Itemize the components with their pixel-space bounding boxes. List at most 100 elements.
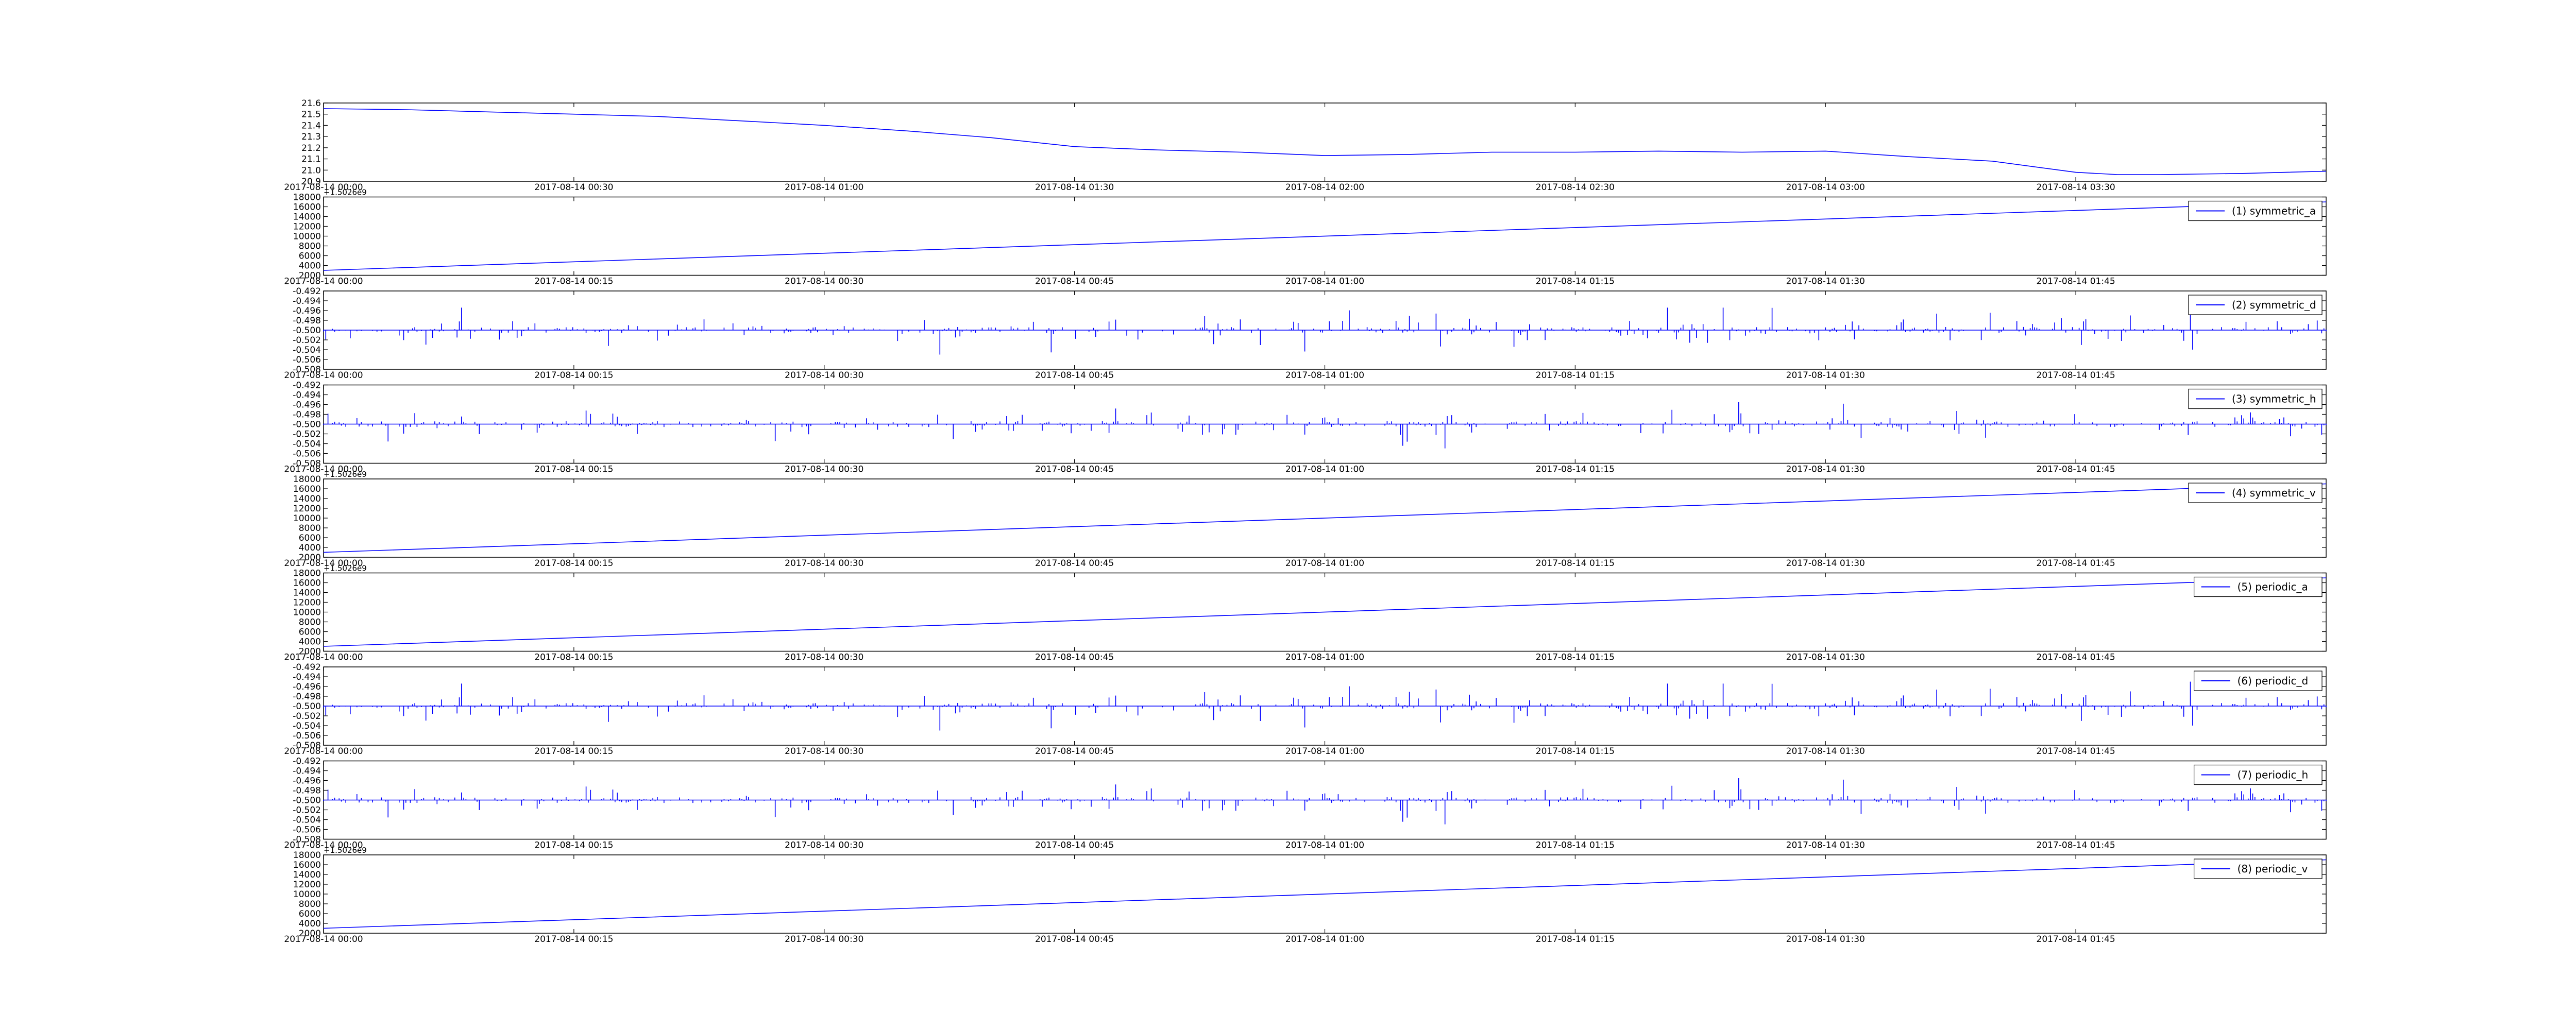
y-tick-label: 2000 [299,929,321,939]
x-tick-label: 2017-08-14 03:30 [2037,182,2115,193]
x-tick-label: 2017-08-14 00:45 [1035,653,1114,663]
y-tick-label: 16000 [293,484,321,494]
subplot-5: 2000400060008000100001200014000160001800… [284,470,2327,569]
legend: (6) periodic_d [2194,671,2323,691]
x-tick-label: 2017-08-14 01:30 [1786,934,1865,945]
y-tick-label: -0.492 [293,286,321,297]
y-tick-label: 6000 [299,533,321,543]
x-tick-label: 2017-08-14 00:15 [534,653,613,663]
series-line [323,108,2327,175]
x-tick-label: 2017-08-14 00:30 [534,182,613,193]
subplot-3: -0.508-0.506-0.504-0.502-0.500-0.498-0.4… [284,286,2327,381]
x-tick-label: 2017-08-14 02:00 [1285,182,1364,193]
y-tick-label: -0.506 [293,731,321,741]
x-tick-label: 2017-08-14 00:45 [1035,370,1114,381]
legend: (4) symmetric_v [2188,483,2323,503]
x-tick-label: 2017-08-14 01:00 [1285,653,1364,663]
y-tick-label: -0.494 [293,672,321,682]
y-tick-label: 14000 [293,588,321,598]
series-line-5-periodic-a [323,577,2327,647]
y-tick-label: -0.504 [293,721,321,731]
x-tick-label: 2017-08-14 01:45 [2037,277,2115,287]
y-tick-label: -0.504 [293,815,321,826]
y-offset-label: +1.5026e9 [324,846,367,855]
y-tick-label: -0.506 [293,449,321,459]
x-tick-label: 2017-08-14 00:15 [534,465,613,475]
x-tick-label: 2017-08-14 00:30 [785,277,863,287]
legend: (7) periodic_h [2194,764,2323,785]
x-tick-label: 2017-08-14 01:00 [1285,746,1364,757]
x-tick-label: 2017-08-14 01:15 [1536,465,1615,475]
y-offset-label: +1.5026e9 [324,470,367,479]
legend: (2) symmetric_d [2188,295,2323,315]
x-tick-label: 2017-08-14 00:00 [284,277,363,287]
y-tick-label: 8000 [299,242,321,252]
x-tick-label: 2017-08-14 00:15 [534,746,613,757]
y-tick-label: 8000 [299,523,321,534]
x-tick-label: 2017-08-14 01:15 [1536,653,1615,663]
y-tick-label: 6000 [299,251,321,262]
y-tick-label: 8000 [299,899,321,909]
y-tick-label: -0.498 [293,786,321,796]
x-tick-label: 2017-08-14 00:45 [1035,558,1114,569]
subplot-stack: 20.921.021.121.221.321.421.521.6 2017-08-… [284,98,2327,945]
series-line-1-symmetric-a [323,201,2327,271]
x-tick-label: 2017-08-14 00:00 [284,653,363,663]
y-tick-label: -0.502 [293,335,321,346]
x-tick-label: 2017-08-14 01:30 [1786,840,1865,851]
y-tick-label: 4000 [299,261,321,271]
series-line-7-periodic-h [323,778,2327,825]
y-tick-label: 21.1 [301,154,321,165]
y-tick-label: -0.498 [293,316,321,326]
y-offset-label: +1.5026e9 [324,188,367,197]
series-line-3-symmetric-h [323,402,2327,449]
x-tick-label: 2017-08-14 01:30 [1786,370,1865,381]
y-tick-label: 21.6 [301,98,321,109]
x-tick-label: 2017-08-14 01:30 [1786,746,1865,757]
legend: (8) periodic_v [2194,859,2323,879]
legend: (5) periodic_a [2194,576,2323,597]
x-tick-label: 2017-08-14 01:15 [1536,746,1615,757]
x-tick-label: 2017-08-14 01:00 [1285,370,1364,381]
x-tick-label: 2017-08-14 01:00 [1285,277,1364,287]
x-tick-label: 2017-08-14 00:30 [785,558,863,569]
y-tick-label: -0.508 [293,459,321,469]
legend-label: (1) symmetric_a [2232,205,2316,217]
y-tick-label: -0.498 [293,692,321,702]
y-tick-label: 16000 [293,860,321,870]
legend-label: (5) periodic_a [2238,581,2308,593]
y-tick-label: -0.496 [293,306,321,316]
y-tick-label: -0.500 [293,420,321,430]
y-tick-label: 10000 [293,889,321,900]
subplot-2: 2000400060008000100001200014000160001800… [284,188,2327,287]
x-tick-label: 2017-08-14 00:45 [1035,277,1114,287]
x-tick-label: 2017-08-14 01:15 [1536,558,1615,569]
y-tick-label: -0.494 [293,766,321,777]
x-tick-label: 2017-08-14 00:15 [534,370,613,381]
y-tick-label: 6000 [299,627,321,638]
x-tick-label: 2017-08-14 01:00 [785,182,863,193]
x-tick-label: 2017-08-14 02:30 [1536,182,1615,193]
x-tick-label: 2017-08-14 00:15 [534,840,613,851]
x-tick-label: 2017-08-14 01:45 [2037,840,2115,851]
y-tick-label: -0.496 [293,776,321,786]
x-tick-label: 2017-08-14 00:45 [1035,465,1114,475]
y-tick-label: -0.494 [293,296,321,306]
subplot-6: 2000400060008000100001200014000160001800… [284,564,2327,663]
x-tick-label: 2017-08-14 03:00 [1786,182,1865,193]
series-line-6-periodic-d [323,681,2327,731]
x-tick-label: 2017-08-14 01:00 [1285,465,1364,475]
subplot-8: -0.508-0.506-0.504-0.502-0.500-0.498-0.4… [284,757,2327,851]
x-tick-label: 2017-08-14 00:30 [785,370,863,381]
legend-label: (3) symmetric_h [2232,393,2316,405]
x-tick-label: 2017-08-14 01:30 [1035,182,1114,193]
series-line-2-symmetric-d [323,305,2327,355]
subplot-4: -0.508-0.506-0.504-0.502-0.500-0.498-0.4… [284,381,2327,475]
subplot-9: 2000400060008000100001200014000160001800… [284,846,2327,945]
x-tick-label: 2017-08-14 01:30 [1786,277,1865,287]
x-tick-label: 2017-08-14 01:15 [1536,277,1615,287]
y-tick-label: 20.9 [301,177,321,187]
y-tick-label: 21.5 [301,110,321,120]
y-tick-label: -0.498 [293,410,321,420]
